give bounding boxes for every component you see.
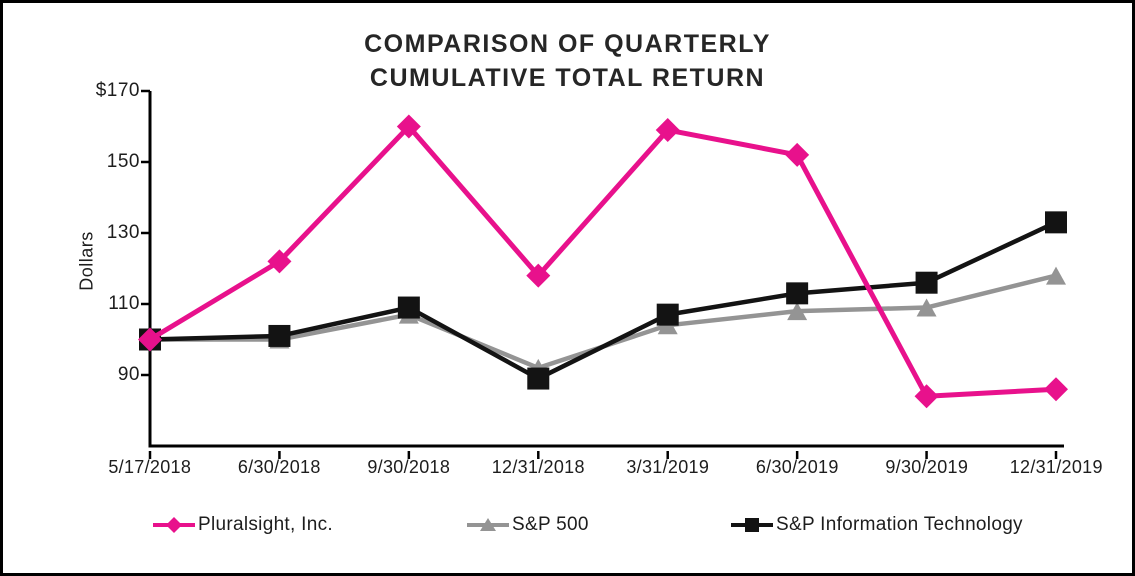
chart-title: COMPARISON OF QUARTERLY CUMULATIVE TOTAL…	[3, 27, 1132, 95]
x-axis-labels: 5/17/2018 6/30/2018 9/30/2018 12/31/2018…	[85, 457, 1121, 478]
legend-label: S&P 500	[512, 514, 589, 535]
chart-title-line-1: COMPARISON OF QUARTERLY	[364, 30, 771, 58]
sp500-triangle-marker-icon	[467, 518, 509, 531]
legend-item-pluralsight: Pluralsight, Inc.	[151, 511, 333, 539]
y-tick-label-170: $170	[95, 80, 140, 101]
x-tick-label: 6/30/2018	[237, 457, 321, 477]
y-tick-label-110: 110	[108, 293, 140, 314]
y-tick-label-130: 130	[106, 222, 140, 243]
legend-label: S&P Information Technology	[776, 514, 1023, 535]
x-tick-label: 3/31/2019	[626, 457, 710, 477]
sp-info-tech-square-marker-icon	[731, 518, 773, 532]
y-tick-label-150: 150	[106, 151, 140, 172]
legend-item-sp-info-tech: S&P Information Technology	[729, 511, 1023, 539]
legend-item-sp500: S&P 500	[465, 511, 589, 539]
x-tick-label: 6/30/2019	[755, 457, 839, 477]
pluralsight-diamond-marker-icon	[153, 517, 195, 533]
x-tick-label: 12/31/2018	[491, 457, 585, 477]
x-tick-label: 12/31/2019	[1009, 457, 1103, 477]
y-tick-label-90: 90	[117, 364, 140, 385]
legend: Pluralsight, Inc. S&P 500 S&P Informatio…	[3, 511, 1132, 541]
x-tick-label: 9/30/2019	[885, 457, 969, 477]
x-tick-label: 9/30/2018	[367, 457, 451, 477]
x-tick-label: 5/17/2018	[108, 457, 192, 477]
chart-title-line-2: CUMULATIVE TOTAL RETURN	[369, 64, 766, 92]
legend-label: Pluralsight, Inc.	[198, 514, 333, 535]
line-chart	[138, 89, 1068, 459]
